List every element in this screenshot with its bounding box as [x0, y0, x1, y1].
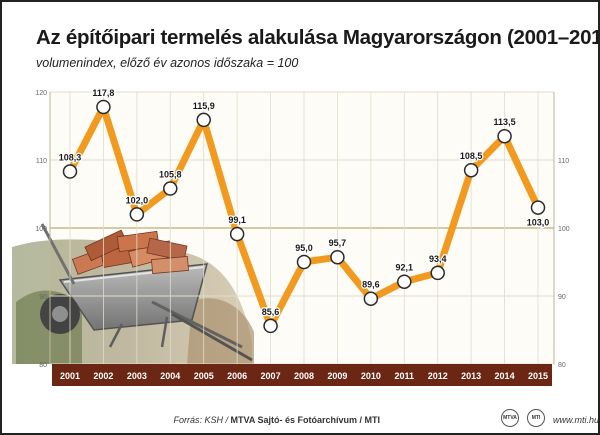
y-tick-label-left: 100 [35, 226, 47, 233]
data-point [530, 200, 546, 215]
x-tick-label: 2004 [160, 371, 180, 381]
data-label: 113,5 [494, 117, 516, 127]
y-tick-label-left: 80 [39, 362, 47, 369]
wheelbarrow-with-bricks-image [12, 223, 254, 364]
data-label: 115,9 [193, 101, 215, 111]
mtva-logo: MTVA [501, 409, 519, 427]
data-label: 102,0 [126, 195, 149, 205]
x-tick-label: 2015 [528, 371, 548, 381]
data-point [196, 112, 211, 128]
data-point [129, 207, 145, 222]
x-tick-label: 2011 [395, 371, 415, 381]
data-point [163, 181, 178, 196]
y-tick-label-right: 100 [558, 226, 570, 233]
source-credit: MTVA Sajtó- és Fotóarchívum / MTI [230, 415, 380, 425]
y-tick-label-left: 110 [36, 158, 47, 165]
data-label: 89,6 [362, 280, 380, 290]
data-point [397, 274, 412, 289]
data-label: 108,3 [59, 153, 82, 163]
x-tick-label: 2009 [327, 371, 347, 381]
data-label: 103,0 [527, 218, 550, 228]
y-tick-label-right: 80 [558, 362, 566, 369]
x-tick-label: 2005 [194, 371, 214, 381]
data-label: 92,1 [396, 263, 414, 273]
x-tick-label: 2003 [127, 371, 147, 381]
x-tick-label: 2014 [495, 371, 515, 381]
data-point [330, 249, 345, 265]
data-point [430, 265, 445, 281]
data-label: 117,8 [92, 88, 114, 98]
data-point [497, 128, 512, 144]
data-label: 108,5 [460, 151, 483, 161]
chart-subtitle: volumenindex, előző év azonos időszaka =… [36, 56, 299, 70]
y-tick-label-left: 90 [39, 294, 47, 301]
x-tick-label: 2002 [93, 371, 113, 381]
x-tick-label: 2006 [227, 371, 247, 381]
data-point [229, 226, 245, 242]
data-point [263, 318, 278, 334]
data-label: 85,6 [262, 307, 280, 317]
source-note: Forrás: KSH / MTVA Sajtó- és Fotóarchívu… [173, 415, 380, 425]
y-tick-label-right: 110 [558, 158, 569, 165]
data-point [463, 162, 479, 178]
chart-title: Az építőipari termelés alakulása Magyaro… [36, 26, 600, 49]
x-tick-label: 2013 [461, 371, 481, 381]
data-label: 99,1 [228, 215, 246, 225]
website-link[interactable]: www.mti.hu [553, 415, 600, 425]
data-point [363, 291, 379, 306]
x-tick-label: 2012 [428, 371, 448, 381]
source-prefix: Forrás: KSH / [173, 415, 231, 425]
x-tick-label: 2008 [294, 371, 314, 381]
x-tick-label: 2007 [261, 371, 281, 381]
data-point [296, 254, 312, 270]
x-axis-band [52, 364, 552, 386]
y-tick-label-right: 90 [558, 294, 566, 301]
data-label: 105,8 [159, 170, 182, 180]
data-point [62, 164, 78, 179]
data-label: 93,4 [429, 254, 447, 264]
data-point [96, 99, 111, 115]
data-label: 95,0 [295, 243, 313, 253]
data-label: 95,7 [329, 238, 347, 248]
mti-logo: MTI [527, 409, 545, 427]
x-tick-label: 2001 [60, 371, 80, 381]
y-tick-label-left: 120 [35, 90, 47, 97]
x-tick-label: 2010 [361, 371, 381, 381]
